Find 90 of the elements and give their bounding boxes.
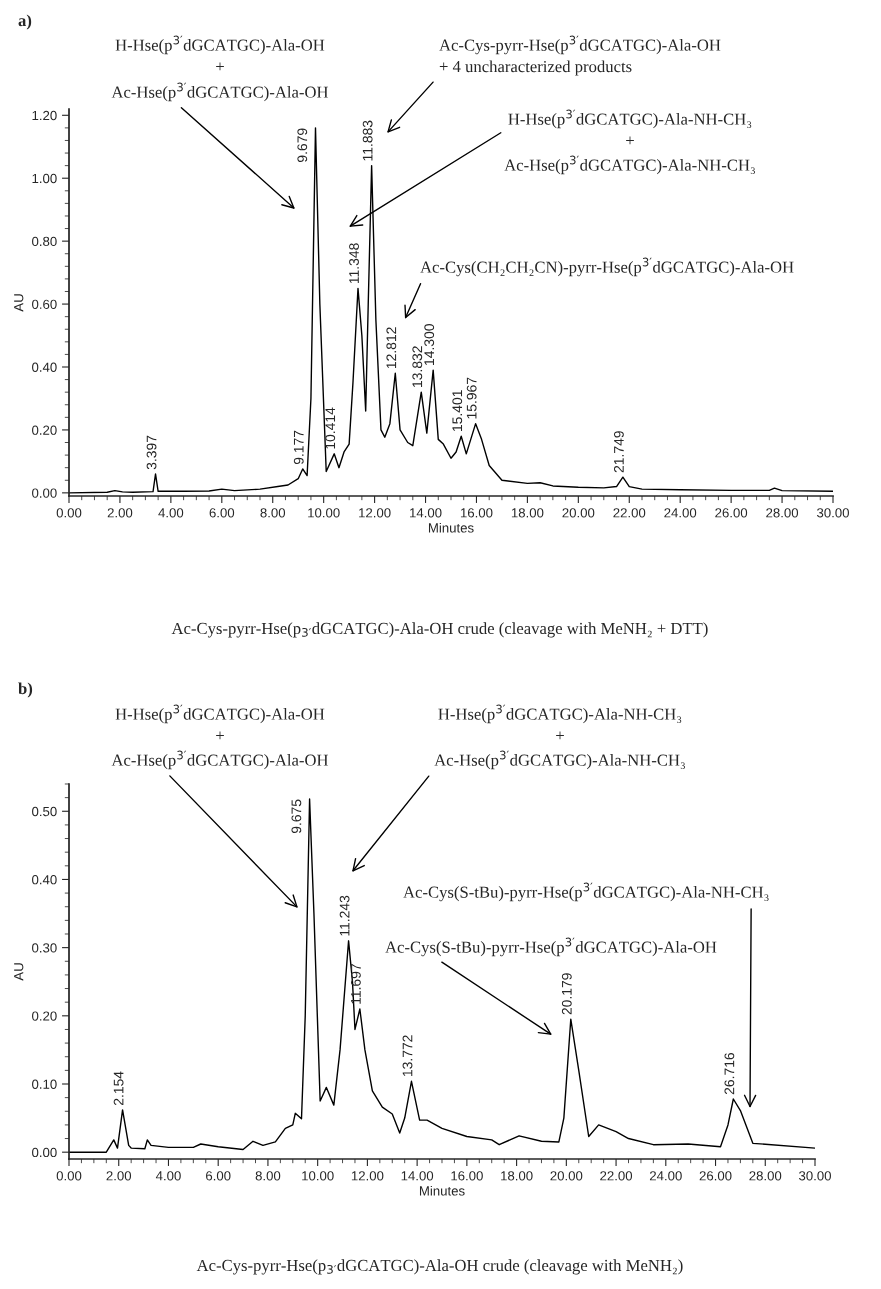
annotation: 26.716 (724, 1052, 735, 1095)
x-tick-label: 0.00 (56, 1171, 82, 1181)
x-tick-label: 26.00 (699, 1171, 732, 1181)
y-tick-label: 0.80 (32, 236, 57, 247)
annotation: 3.397 (146, 435, 157, 470)
text: H-Hse(p$^{3′}$dGCATGC)-Ala-OH (115, 35, 325, 55)
chart-title: b) (18, 682, 33, 698)
x-tick-label: 18.00 (501, 1171, 533, 1181)
text: + (216, 731, 224, 740)
x-tick-label: 30.00 (799, 1171, 831, 1181)
text: + (216, 62, 224, 71)
annotation: Ac-Cys(S-tBu)-pyrr-Hse(p$^{3′}$dGCATGC)-Ala-OH (385, 937, 717, 957)
annotation: 11.697 (350, 964, 361, 1004)
y-tick-label: 0.60 (32, 299, 57, 309)
x-tick-label: 2.00 (107, 508, 133, 518)
x-tick-label: 4.00 (155, 1171, 181, 1181)
x-tick-label: 26.00 (715, 508, 748, 518)
x-tick-label: 12.00 (359, 508, 391, 518)
x-tick-label: 4.00 (158, 508, 184, 518)
x-tick-label: 22.00 (600, 1171, 633, 1181)
text: Ac-Hse(p$^{3′}$dGCATGC)-Ala-NH-CH₃ (434, 750, 685, 770)
x-tick-label: 22.00 (613, 508, 646, 518)
x-tick-label: 18.00 (511, 508, 544, 518)
y-tick-label: 0.30 (32, 943, 57, 953)
y-tick-label: 1.20 (32, 110, 57, 121)
annotation: H-Hse(p$^{3′}$dGCATGC)-Ala-NH-CH₃ (508, 109, 752, 129)
annotation: 2.154 (113, 1071, 124, 1106)
x-tick-label: 12.00 (351, 1171, 384, 1181)
chart-title: a) (18, 14, 32, 30)
x-axis-title: Minutes (428, 522, 474, 533)
x-tick-label: 6.00 (209, 508, 235, 518)
annotation: 9.679 (297, 128, 308, 162)
x-tick-label: 24.00 (664, 508, 697, 518)
x-tick-label: 20.00 (562, 508, 595, 518)
y-axis-title: AU (14, 963, 24, 981)
x-tick-label: 10.00 (308, 508, 340, 518)
x-tick-label: 6.00 (206, 1171, 231, 1181)
annotation: 15.967 (466, 377, 477, 419)
x-tick-label: 8.00 (260, 508, 286, 518)
annotation: 9.177 (293, 430, 304, 465)
x-tick-label: 28.00 (766, 508, 799, 518)
x-tick-label: 10.00 (302, 1171, 334, 1181)
y-tick-label: 0.00 (32, 1147, 57, 1158)
text: Ac-Cys-pyrr-Hse(p$_{3′}$dGCATGC)-Ala-OH crude (cleavage with MeNH₂ + DTT) (171, 622, 708, 638)
x-tick-label: 28.00 (749, 1171, 782, 1181)
annotation: 15.401 (452, 390, 463, 431)
y-axis-title: AU (14, 294, 24, 312)
x-tick-label: 14.00 (401, 1171, 434, 1181)
text: H-Hse(p$^{3′}$dGCATGC)-Ala-NH-CH₃ (438, 704, 682, 724)
x-tick-label: 20.00 (550, 1171, 583, 1181)
y-tick-label: 0.40 (32, 875, 57, 885)
annotation: Ac-Cys(S-tBu)-pyrr-Hse(p$^{3′}$dGCATGC)-Ala-NH-CH₃ (403, 882, 769, 902)
y-tick-label: 0.40 (32, 362, 57, 372)
text: Ac-Hse(p$^{3′}$dGCATGC)-Ala-OH (111, 82, 329, 102)
x-tick-label: 14.00 (410, 508, 442, 518)
y-tick-label: 0.10 (32, 1079, 57, 1089)
x-axis-title: Minutes (419, 1185, 465, 1196)
y-tick-label: 0.20 (32, 425, 57, 435)
x-tick-label: 0.00 (56, 508, 82, 518)
text: + 4 uncharacterized products (439, 60, 632, 76)
annotation: 14.300 (424, 324, 435, 365)
annotation: 9.675 (291, 799, 302, 834)
annotation: 11.883 (362, 120, 373, 161)
x-tick-label: 16.00 (451, 1171, 483, 1181)
y-tick-label: 1.00 (32, 173, 57, 184)
annotation: 10.414 (325, 407, 336, 449)
annotation: 13.832 (412, 346, 423, 387)
annotation: 11.243 (339, 895, 350, 936)
text: H-Hse(p$^{3′}$dGCATGC)-Ala-OH (115, 704, 325, 724)
annotation: 11.348 (349, 243, 359, 284)
text: Ac-Cys-pyrr-Hse(p$_{3′}$dGCATGC)-Ala-OH crude (cleavage with MeNH₂) (196, 1259, 683, 1275)
y-tick-label: 0.50 (32, 806, 57, 817)
x-tick-label: 24.00 (649, 1171, 682, 1181)
x-tick-label: 8.00 (255, 1171, 281, 1181)
annotation: 20.179 (561, 973, 572, 1015)
x-tick-label: 16.00 (460, 508, 493, 518)
annotation: + (626, 136, 634, 145)
y-tick-label: 0.00 (32, 488, 57, 498)
annotation: Ac-Cys(CH₂CH₂CN)-pyrr-Hse(p$^{3′}$dGCATGC)-Ala-OH (420, 257, 794, 277)
line-series (69, 798, 815, 1153)
y-tick-label: 0.20 (32, 1011, 57, 1021)
text: Ac-Cys-pyrr-Hse(p$^{3′}$dGCATGC)-Ala-OH (439, 35, 721, 55)
annotation: 12.812 (386, 327, 397, 369)
text: + (556, 731, 564, 740)
annotation: 13.772 (402, 1035, 413, 1077)
annotation: 21.749 (613, 431, 624, 473)
x-tick-label: 2.00 (106, 1171, 132, 1181)
x-tick-label: 30.00 (817, 508, 849, 518)
text: Ac-Hse(p$^{3′}$dGCATGC)-Ala-OH (111, 750, 329, 770)
annotation: Ac-Hse(p$^{3′}$dGCATGC)-Ala-NH-CH₃ (504, 155, 755, 175)
